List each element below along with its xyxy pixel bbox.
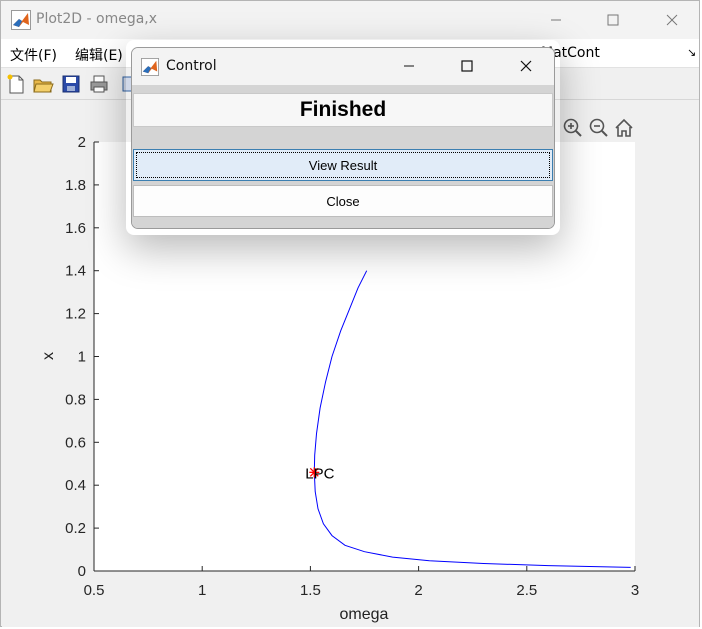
save-icon[interactable]: [60, 73, 82, 95]
lpc-marker: [309, 467, 320, 478]
x-tick-label: 2.5: [516, 582, 537, 599]
dialog-title: Control: [166, 58, 217, 74]
menu-overflow-icon[interactable]: ↘: [687, 46, 697, 59]
y-tick-label: 2: [78, 134, 86, 151]
print-icon[interactable]: [88, 73, 110, 95]
dialog-close-icon[interactable]: [503, 48, 549, 84]
zoom-out-icon[interactable]: [589, 118, 608, 137]
dialog-body: Finished View Result Close: [132, 85, 554, 228]
y-tick-label: 0.2: [65, 520, 86, 537]
x-tick-label: 2: [414, 582, 422, 599]
menu-matcont[interactable]: MatCont: [541, 45, 600, 61]
window-title: Plot2D - omega,x: [36, 11, 158, 27]
y-axis-label: x: [40, 352, 57, 360]
y-tick-label: 1.8: [65, 177, 86, 194]
x-tick-label: 1: [198, 582, 206, 599]
y-tick-label: 1: [78, 349, 86, 366]
menu-edit[interactable]: 编辑(E): [75, 48, 123, 64]
close-window-button[interactable]: [649, 1, 695, 39]
series-line-branch: [313, 270, 631, 568]
menu-file[interactable]: 文件(F): [10, 48, 57, 64]
zoom-in-icon[interactable]: [563, 118, 582, 137]
status-label: Finished: [133, 93, 553, 127]
control-dialog: Control Finished View Result Close: [131, 47, 555, 229]
matlab-logo-icon: [11, 10, 31, 34]
y-tick-label: 0.6: [65, 434, 86, 451]
new-icon[interactable]: [5, 73, 27, 95]
home-icon[interactable]: [615, 118, 633, 137]
lpc-label: LPC: [305, 465, 334, 482]
maximize-button[interactable]: [590, 1, 636, 39]
view-result-button[interactable]: View Result: [133, 149, 553, 181]
close-button[interactable]: Close: [133, 185, 553, 217]
x-axis-label: omega: [340, 606, 389, 623]
main-titlebar: Plot2D - omega,x: [1, 1, 699, 39]
x-tick-label: 0.5: [84, 582, 105, 599]
y-tick-label: 0: [78, 563, 86, 580]
x-tick-label: 3: [631, 582, 639, 599]
dialog-titlebar: Control: [132, 48, 554, 85]
open-icon[interactable]: [32, 73, 54, 95]
x-tick-label: 1.5: [300, 582, 321, 599]
minimize-button[interactable]: [533, 1, 579, 39]
matlab-logo-icon: [141, 58, 159, 80]
y-tick-label: 1.4: [65, 263, 86, 280]
y-tick-label: 1.6: [65, 220, 86, 237]
dialog-maximize-button[interactable]: [444, 48, 490, 84]
y-tick-label: 1.2: [65, 306, 86, 323]
dialog-minimize-button[interactable]: [386, 48, 432, 84]
y-tick-label: 0.4: [65, 477, 86, 494]
y-tick-label: 0.8: [65, 391, 86, 408]
